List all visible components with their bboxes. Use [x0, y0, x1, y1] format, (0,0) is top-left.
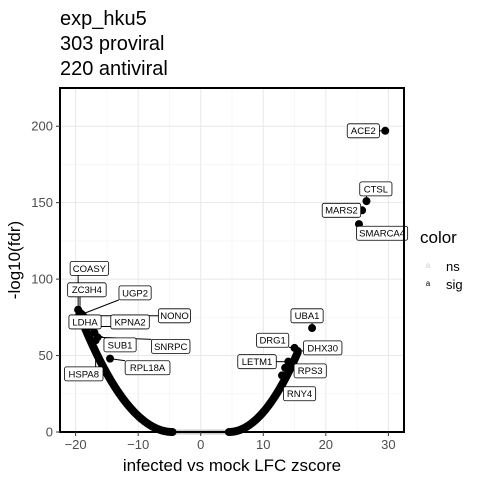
label-box-ace2 [346, 123, 380, 139]
label-box-snrpc [151, 338, 191, 354]
point-rny4 [278, 371, 287, 380]
label-box-coasy [69, 261, 110, 276]
label-coasy: COASY [73, 264, 107, 275]
title-line-1: exp_hku5 [60, 8, 147, 30]
label-smarca4: SMARCA4 [359, 229, 405, 240]
label-rps3: RPS3 [298, 366, 323, 377]
title-line-2: 303 proviral [60, 33, 165, 55]
legend-key-sig: a [426, 279, 431, 288]
label-drg1: DRG1 [259, 336, 285, 347]
connector-ugp2 [81, 299, 120, 315]
x-tick-label-0: −20 [65, 437, 87, 452]
y-tick-label-0: 0 [46, 425, 53, 440]
label-box-nono [157, 308, 191, 324]
label-snrpc: SNRPC [154, 342, 187, 353]
chart-title: exp_hku5 303 proviral 220 antiviral [60, 8, 168, 80]
label-zc3h4: ZC3H4 [72, 285, 102, 296]
label-box-uba1 [290, 308, 324, 324]
x-tick-label-4: 20 [319, 437, 333, 452]
legend-label-ns: ns [446, 259, 460, 274]
label-mars2: MARS2 [325, 206, 358, 217]
gene-labels: ACE2 CTSL MARS2 SMARCA4 UBA1 DRG1 DHX30 LETM1 RP… [64, 123, 409, 402]
y-axis-title: -log10(fdr) [5, 221, 24, 299]
label-box-ctsl [359, 181, 393, 197]
label-box-ldha [68, 314, 102, 330]
x-tick-label-5: 30 [381, 437, 395, 452]
plot-border [59, 87, 405, 433]
point-letm1 [284, 357, 293, 366]
label-box-kpna2 [110, 314, 150, 330]
legend-key-ns: a [426, 261, 431, 270]
label-box-letm1 [237, 354, 277, 370]
label-box-rny4 [283, 386, 317, 402]
point-ctsl [362, 197, 371, 206]
label-box-zc3h4 [67, 282, 107, 298]
point-dhx30 [293, 346, 302, 355]
y-tick-label-1: 50 [39, 348, 53, 363]
label-box-dhx30 [303, 340, 343, 356]
label-rpl18a: RPL18A [130, 363, 166, 374]
point-rpl18a [106, 354, 115, 363]
y-tick-label-4: 200 [31, 119, 53, 134]
label-nono: NONO [160, 311, 189, 322]
x-axis-title: infected vs mock LFC zscore [123, 456, 341, 475]
label-ace2: ACE2 [351, 126, 376, 137]
label-ldha: LDHA [72, 317, 98, 328]
label-box-mars2 [321, 202, 362, 218]
point-ace2 [381, 126, 390, 135]
legend-title: color [420, 228, 457, 247]
x-tick-label-1: −10 [127, 437, 149, 452]
point-rps3 [281, 363, 290, 372]
label-ctsl: CTSL [364, 184, 388, 195]
label-box-rps3 [293, 363, 327, 379]
y-tick-label-2: 100 [31, 272, 53, 287]
label-box-smarca4 [356, 225, 409, 241]
label-dhx30: DHX30 [307, 343, 338, 354]
label-rny4: RNY4 [287, 389, 312, 400]
label-box-drg1 [256, 332, 290, 348]
x-axis-ticks: −20 −10 0 10 20 30 [65, 432, 396, 452]
label-box-rpl18a [124, 360, 171, 376]
point-hspa8 [91, 336, 100, 345]
y-tick-label-3: 150 [31, 195, 53, 210]
label-box-ugp2 [118, 285, 152, 301]
label-box-hspa8 [64, 366, 104, 382]
point-uba1 [308, 324, 317, 333]
legend-entries: a ns a sig [426, 259, 463, 292]
label-box-sub1 [103, 337, 137, 353]
sig-points-band-left [75, 310, 177, 436]
x-tick-label-2: 0 [197, 437, 204, 452]
label-ugp2: UGP2 [122, 288, 148, 299]
label-kpna2: KPNA2 [114, 317, 145, 328]
sig-points-band-right [224, 348, 302, 436]
label-uba1: UBA1 [295, 311, 320, 322]
label-hspa8: HSPA8 [69, 369, 99, 380]
y-axis-ticks: 0 50 100 150 200 [31, 119, 60, 440]
legend: color a ns a sig [420, 228, 463, 292]
x-tick-label-3: 10 [256, 437, 270, 452]
grid-lines [60, 88, 404, 433]
label-sub1: SUB1 [108, 340, 133, 351]
title-line-3: 220 antiviral [60, 58, 168, 80]
legend-label-sig: sig [446, 277, 463, 292]
label-letm1: LETM1 [242, 357, 273, 368]
